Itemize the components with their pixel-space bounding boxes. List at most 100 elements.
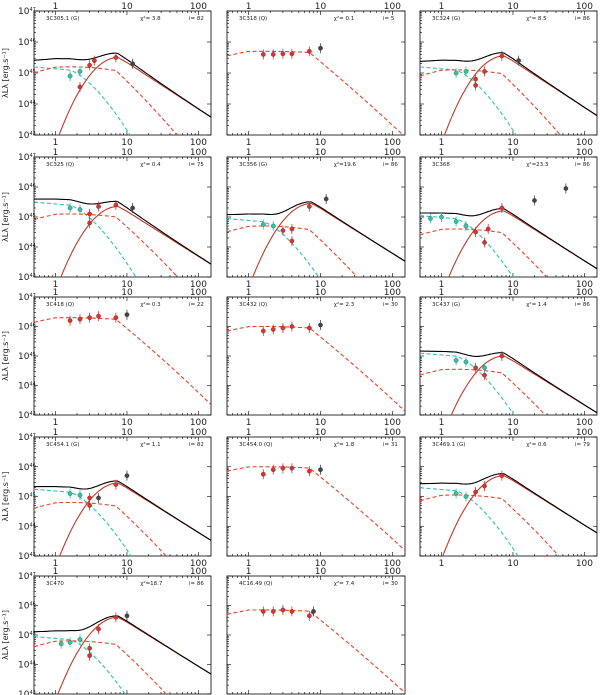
data-point [463, 223, 469, 229]
host-component-line [34, 317, 211, 405]
data-point [439, 214, 444, 220]
total-model-line [420, 473, 597, 534]
y-tick-label: 1047 [18, 572, 36, 582]
top-tick-label: 10 [315, 567, 327, 577]
data-point [307, 613, 312, 619]
y-tick-label: 1044 [18, 100, 36, 110]
data-point [280, 325, 286, 331]
panel-frame [226, 436, 406, 557]
y-tick-label: 1045 [18, 69, 36, 79]
x-tick-label: 100 [576, 280, 593, 290]
data-point [77, 207, 83, 212]
sed-panel-4: 1 1 10 10 100 100 1043 1044 1045 1046 1047 λLλ [erg… [1, 148, 212, 290]
x-tick-label: 1 [246, 559, 252, 569]
x-tick-label: 100 [576, 418, 593, 428]
x-tick-label: 10 [507, 280, 519, 290]
panel-frame [33, 156, 212, 278]
data-point [92, 58, 97, 63]
top-tick-label: 1 [53, 2, 59, 12]
data-point [67, 73, 73, 79]
top-tick-label: 100 [576, 288, 593, 298]
data-point [473, 83, 478, 88]
host-component-line [34, 213, 179, 277]
data-point [260, 328, 266, 334]
top-tick-label: 1 [246, 2, 252, 12]
data-point [87, 503, 92, 508]
panel-frame [33, 436, 212, 557]
data-point [113, 55, 119, 60]
panel-n-points: i= 5 [383, 16, 395, 22]
host-component-line [420, 494, 560, 556]
panel-source-name: 3C356 (G) [239, 162, 267, 168]
panel-n-points: i= 86 [189, 581, 204, 587]
data-point [482, 372, 487, 378]
torus-component-line [57, 616, 211, 694]
top-tick-label: 100 [190, 428, 207, 438]
data-point [463, 69, 469, 74]
y-tick-label: 1046 [18, 463, 36, 473]
x-tick-label: 100 [384, 138, 401, 148]
y-axis-label: λLλ [erg.s⁻¹] [1, 610, 10, 660]
sed-panel-8: 1 1 10 10 100 100 3C432 (Q) χ²= 2.3 i= 30 [226, 288, 406, 428]
agn-component-line [227, 218, 320, 277]
data-point [453, 70, 459, 76]
data-point [96, 313, 101, 319]
panel-n-points: i= 86 [383, 162, 398, 168]
top-tick-label: 1 [53, 288, 59, 298]
host-component-line [227, 466, 405, 551]
y-tick-label: 1045 [18, 631, 36, 641]
panel-source-name: 3C437 (G) [432, 302, 460, 308]
panel-n-points: i= 86 [575, 162, 590, 168]
x-tick-label: 100 [190, 138, 207, 148]
host-component-line [34, 640, 167, 694]
y-tick-label: 1046 [18, 183, 36, 193]
data-point [473, 229, 478, 235]
y-tick-label: 1044 [18, 243, 36, 253]
top-tick-label: 100 [384, 288, 401, 298]
data-point [307, 468, 312, 474]
data-point [113, 614, 119, 620]
data-point [289, 465, 295, 471]
data-point [311, 609, 316, 614]
data-point [453, 358, 459, 363]
x-tick-label: 10 [315, 280, 327, 290]
x-tick-label: 1 [439, 280, 445, 290]
panel-frame [33, 10, 212, 136]
y-tick-label: 1044 [18, 522, 36, 532]
y-tick-label: 1043 [18, 690, 36, 695]
data-point [67, 318, 73, 323]
y-tick-label: 1045 [18, 493, 36, 503]
data-point [260, 609, 266, 614]
data-point [87, 211, 92, 217]
panel-source-name: 3C368 [432, 162, 450, 168]
panel-source-name: 3C470 [46, 581, 64, 587]
host-component-line [420, 228, 548, 277]
data-point [280, 607, 286, 613]
panel-n-points: i= 82 [189, 16, 204, 22]
data-point [289, 226, 295, 232]
data-point [289, 238, 295, 244]
panel-frame [226, 296, 406, 416]
data-point [77, 84, 83, 90]
data-point [96, 495, 101, 501]
data-point [58, 641, 64, 647]
panel-chi2: χ²= 1.8 [334, 441, 355, 448]
total-model-line [34, 615, 211, 675]
y-tick-label: 1043 [18, 552, 36, 562]
data-point [270, 223, 276, 229]
panel-n-points: i= 30 [383, 581, 398, 587]
x-tick-label: 10 [121, 280, 133, 290]
panel-chi2: χ²= 1.4 [526, 301, 547, 308]
top-tick-label: 1 [53, 567, 59, 577]
top-tick-label: 100 [190, 567, 207, 577]
data-point [307, 48, 312, 54]
panel-chi2: χ²= 0.6 [526, 441, 547, 448]
y-tick-label: 1043 [18, 273, 36, 283]
y-axis-label: λLλ [erg.s⁻¹] [1, 48, 10, 98]
x-tick-label: 100 [190, 280, 207, 290]
data-point [473, 365, 478, 371]
data-point [77, 69, 83, 74]
panel-source-name: 3C418 (Q) [46, 302, 74, 308]
sed-panel-3: 1 1 10 10 100 100 3C324 (G) χ²= 8.5 i= 86 [419, 2, 598, 148]
